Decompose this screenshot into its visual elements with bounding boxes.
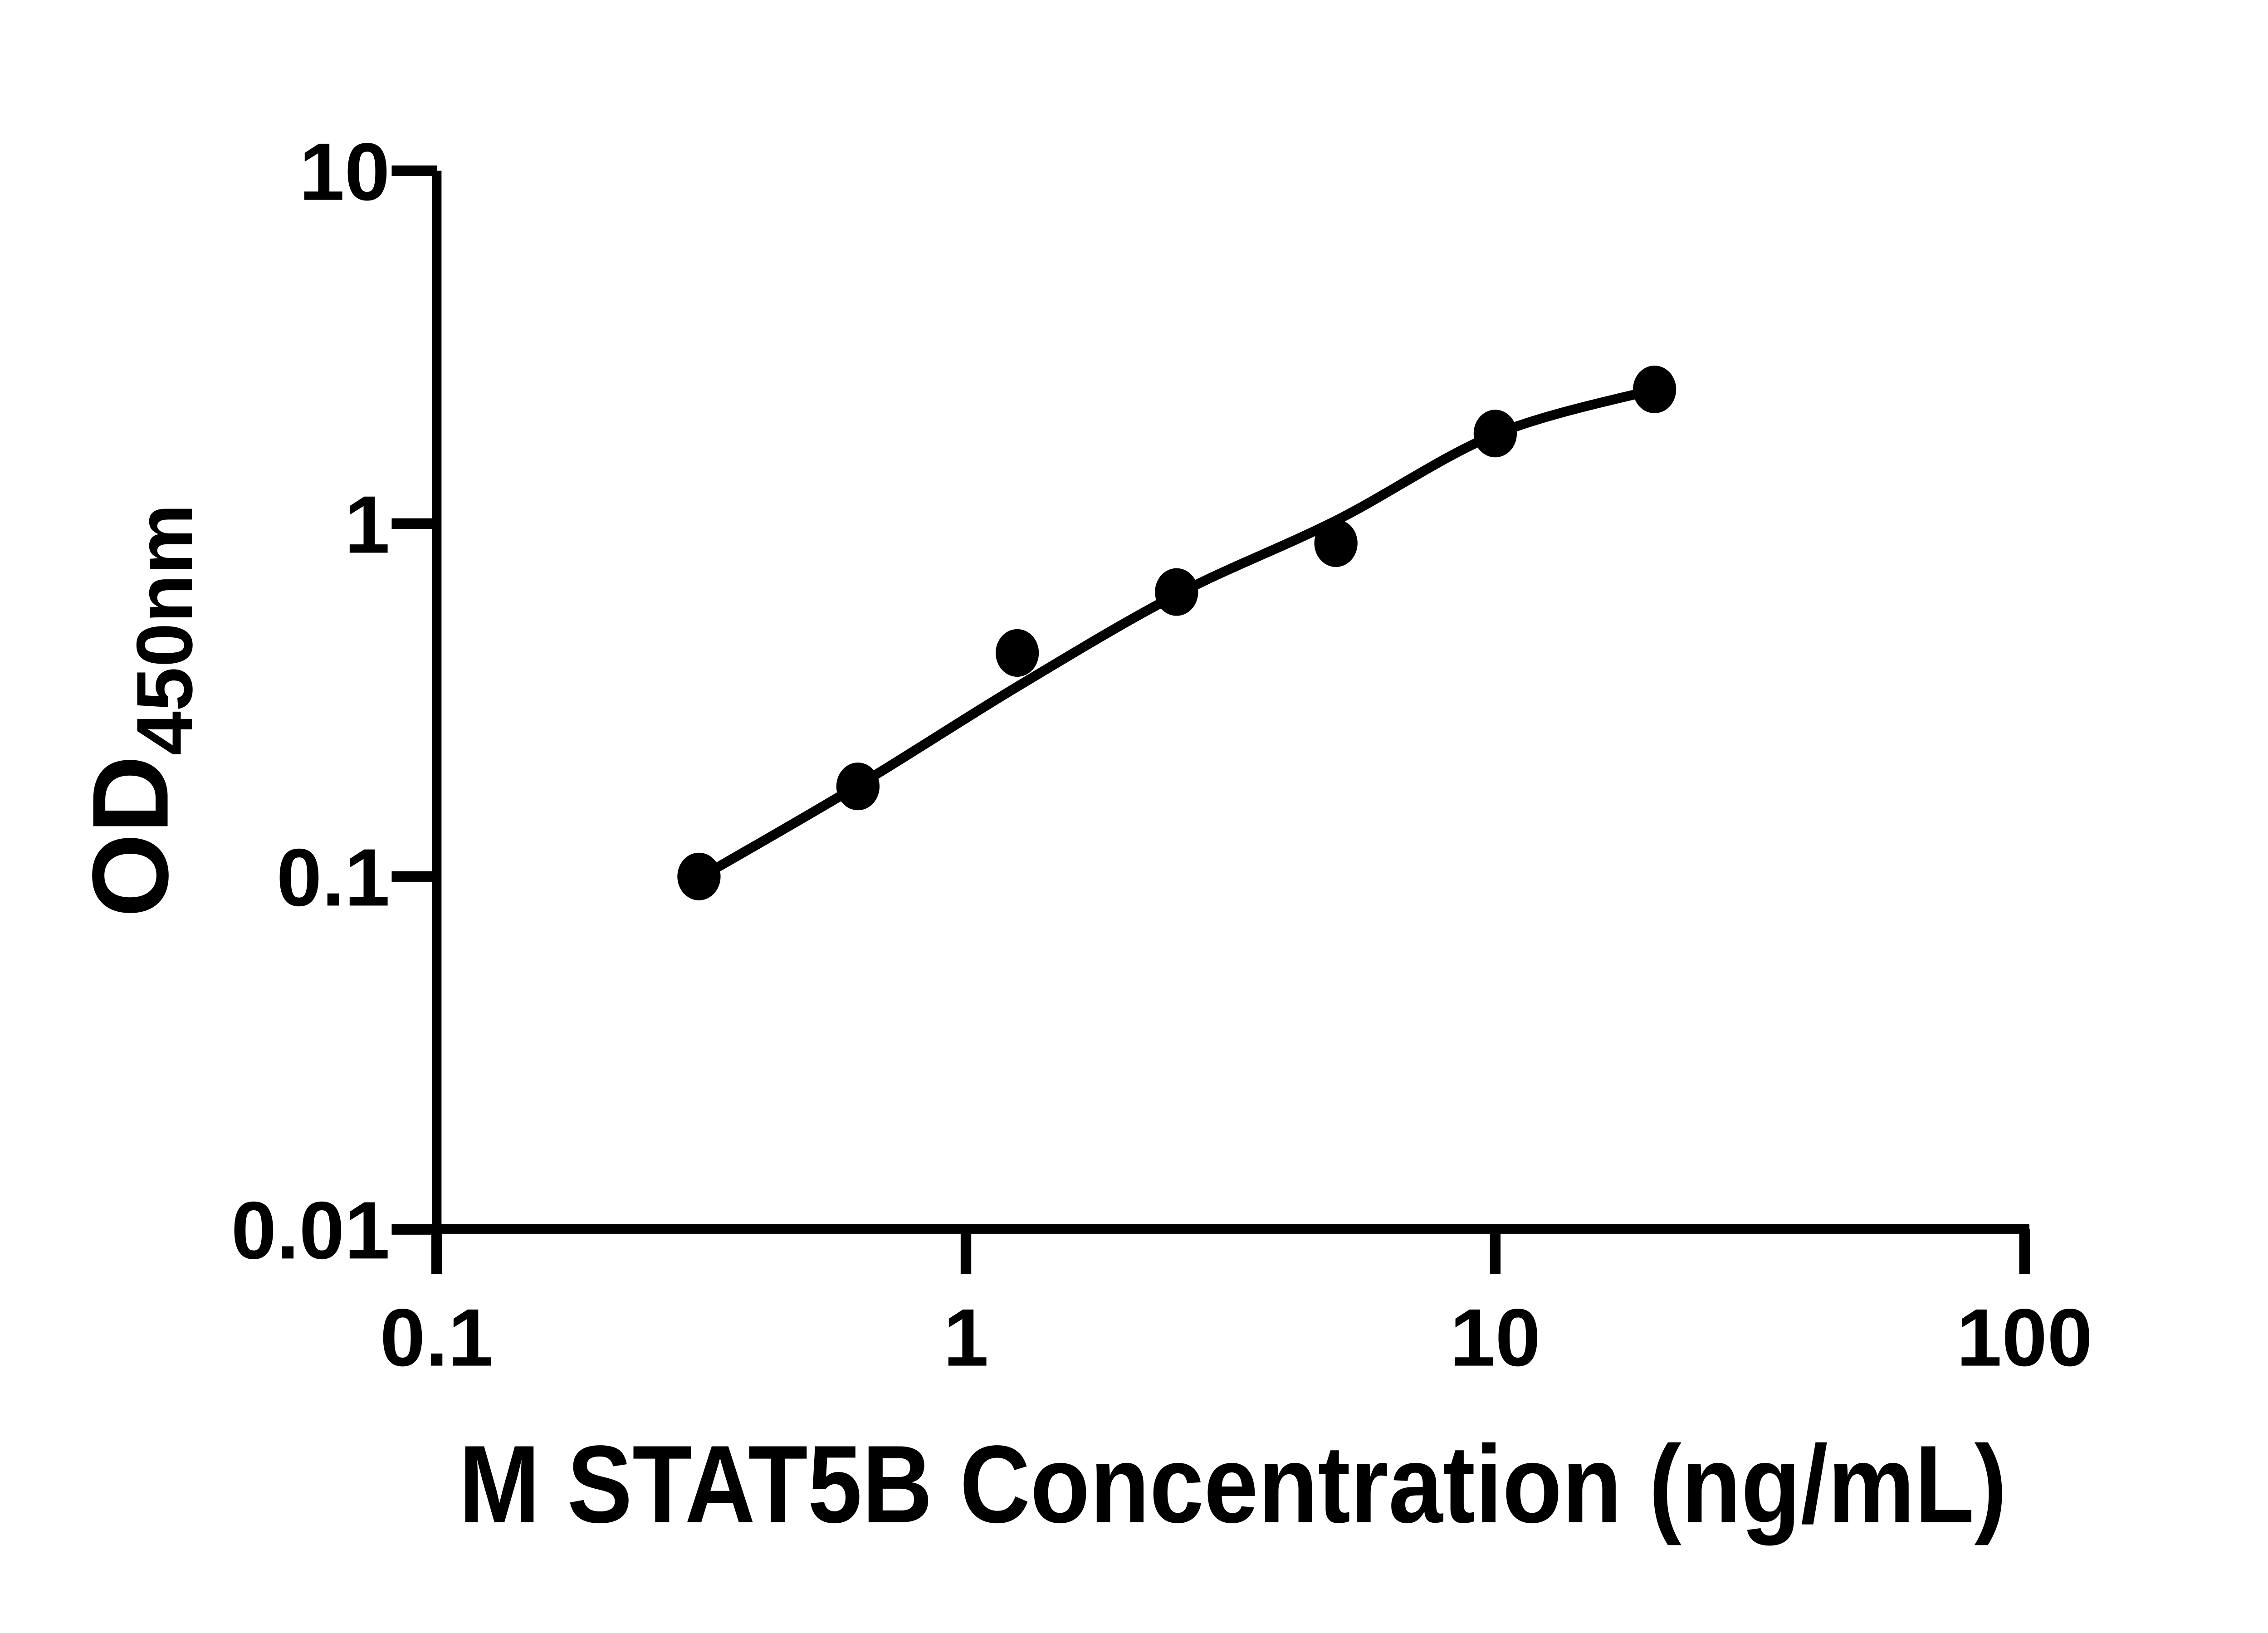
y-tick-marks xyxy=(391,165,437,1235)
data-point-marker xyxy=(1314,519,1358,567)
y-tick-labels: 10 1 0.1 0.01 xyxy=(231,127,390,1276)
y-tick-label-3: 0.01 xyxy=(231,1185,390,1276)
x-tick-label-1: 1 xyxy=(943,1292,988,1384)
x-tick-label-0: 0.1 xyxy=(380,1292,494,1384)
data-point-marker xyxy=(836,763,880,811)
data-point-marker xyxy=(995,629,1039,677)
data-point-marker xyxy=(1473,410,1517,458)
data-points xyxy=(677,366,1677,900)
y-axis-title: OD450nm xyxy=(70,504,209,918)
y-tick-label-1: 1 xyxy=(345,479,390,571)
y-tick-label-0: 10 xyxy=(299,127,390,218)
x-tick-label-3: 100 xyxy=(1956,1292,2092,1384)
y-axis-title-main: OD xyxy=(70,755,191,917)
data-point-marker xyxy=(1155,568,1198,616)
x-tick-label-2: 10 xyxy=(1450,1292,1540,1384)
data-point-marker xyxy=(677,852,721,900)
y-axis-title-subscript: 450nm xyxy=(121,504,209,756)
axes xyxy=(431,171,2029,1234)
x-tick-labels: 0.1 1 10 100 xyxy=(380,1292,2093,1384)
x-axis-title: M STAT5B Concentration (ng/mL) xyxy=(459,1423,2007,1546)
chart-background xyxy=(0,22,2268,1611)
data-point-marker xyxy=(1633,366,1677,414)
y-tick-label-2: 0.1 xyxy=(277,832,390,923)
x-tick-marks xyxy=(431,1229,2030,1274)
